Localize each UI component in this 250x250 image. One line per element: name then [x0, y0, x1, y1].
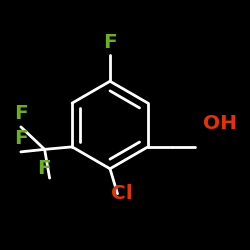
- Text: Cl: Cl: [111, 184, 133, 203]
- Text: F: F: [14, 129, 28, 148]
- Text: F: F: [14, 104, 28, 123]
- Text: F: F: [103, 33, 117, 52]
- Text: F: F: [37, 159, 51, 178]
- Text: OH: OH: [202, 114, 236, 133]
